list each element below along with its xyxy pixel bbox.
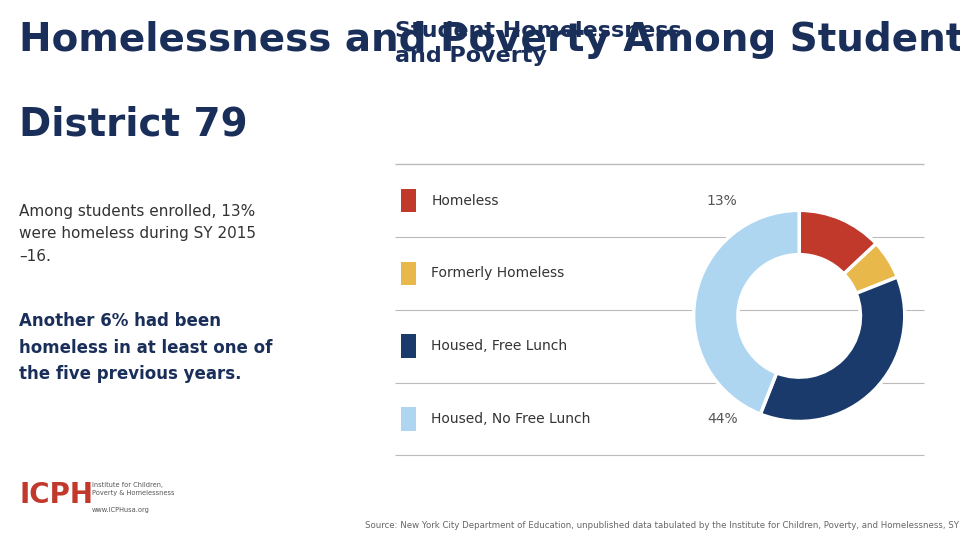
Text: ICPH: ICPH [19, 481, 93, 509]
Text: 13%: 13% [707, 194, 737, 207]
Text: Among students enrolled, 13%
were homeless during SY 2015
–16.: Among students enrolled, 13% were homele… [19, 204, 256, 264]
Text: Housed, Free Lunch: Housed, Free Lunch [431, 339, 567, 353]
Text: 37%: 37% [707, 339, 737, 353]
FancyBboxPatch shape [400, 189, 417, 212]
FancyBboxPatch shape [400, 262, 417, 285]
Text: Housed, No Free Lunch: Housed, No Free Lunch [431, 412, 590, 426]
Text: Source: New York City Department of Education, unpublished data tabulated by the: Source: New York City Department of Educ… [365, 521, 960, 530]
Text: Formerly Homeless: Formerly Homeless [431, 266, 564, 280]
Text: Homelessness and Poverty Among Students in: Homelessness and Poverty Among Students … [19, 21, 960, 59]
Text: 6%: 6% [715, 266, 737, 280]
Wedge shape [844, 244, 898, 293]
Wedge shape [694, 210, 800, 414]
Text: Institute for Children,
Poverty & Homelessness

www.ICPHusa.org: Institute for Children, Poverty & Homele… [92, 482, 175, 513]
FancyBboxPatch shape [400, 407, 417, 431]
Text: 44%: 44% [707, 412, 737, 426]
Text: Student Homelessness
and Poverty: Student Homelessness and Poverty [396, 21, 682, 66]
Wedge shape [760, 277, 904, 422]
Text: Another 6% had been
homeless in at least one of
the five previous years.: Another 6% had been homeless in at least… [19, 312, 273, 383]
FancyBboxPatch shape [400, 334, 417, 358]
Text: Homeless: Homeless [431, 194, 499, 207]
Text: District 79: District 79 [19, 105, 248, 144]
Wedge shape [799, 210, 876, 274]
